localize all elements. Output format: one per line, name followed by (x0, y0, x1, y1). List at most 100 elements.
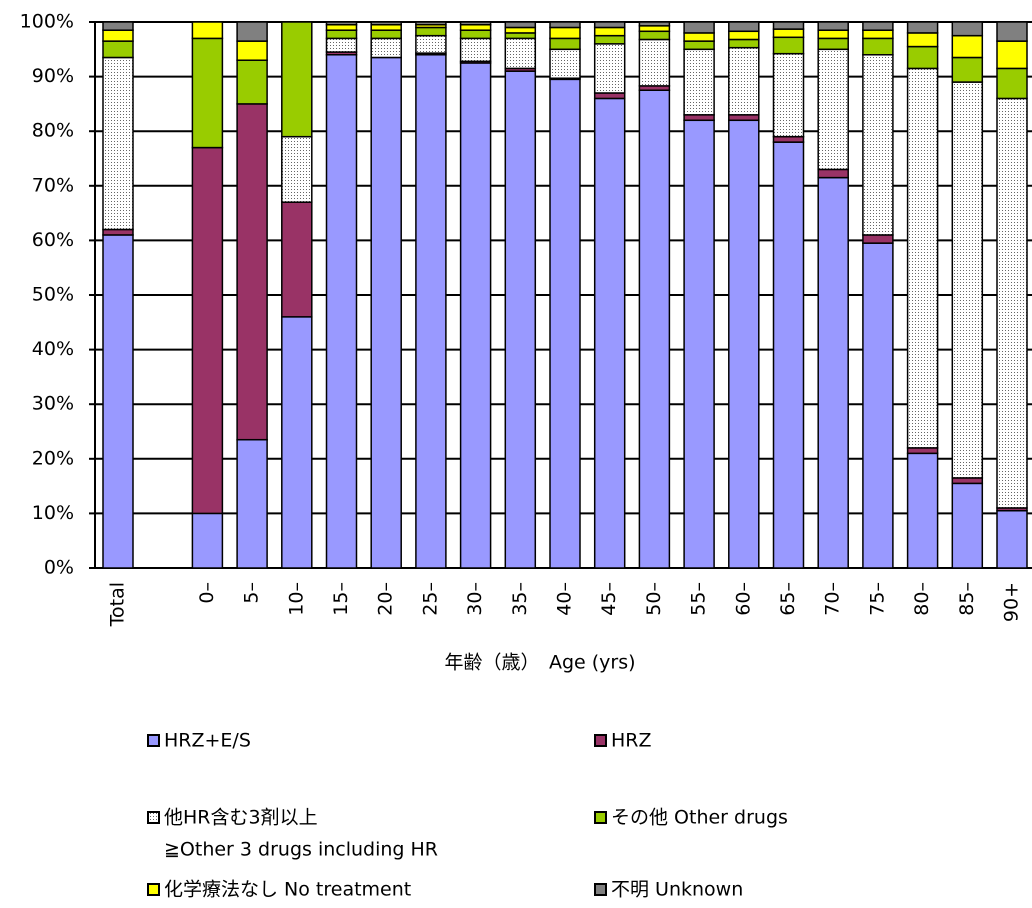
bar-segment (593, 92, 626, 100)
legend-marker (147, 734, 160, 747)
bar-segment (370, 23, 402, 31)
bar-segment (236, 40, 268, 61)
bar-segment (772, 52, 805, 138)
bar-segment (415, 21, 447, 26)
y-tick-label: 0% (44, 557, 74, 579)
bar-segment (862, 54, 894, 236)
bar-segment (683, 114, 715, 122)
y-tick-label: 70% (32, 174, 74, 196)
bar-segment (996, 21, 1028, 42)
legend-label: HRZ+E/S (164, 730, 251, 752)
bar-segment (504, 21, 537, 29)
bar-segment (370, 37, 402, 59)
bar-segment (996, 67, 1028, 100)
bar-segment (504, 32, 537, 40)
bar-segment (325, 29, 358, 40)
bar-segment (862, 37, 894, 56)
bar-segment (683, 32, 715, 42)
y-tick-label: 50% (32, 284, 74, 306)
x-tick-label: 5– (241, 582, 263, 604)
bar-segment (862, 234, 894, 244)
y-tick-label: 40% (32, 338, 74, 360)
bar-segment (325, 21, 358, 26)
x-tick-label: 75– (866, 582, 888, 616)
bar-segment (549, 26, 581, 40)
x-tick-label: 20– (375, 582, 397, 616)
bar-segment (772, 21, 805, 30)
bar-segment (906, 452, 939, 569)
bar-segment (593, 97, 626, 569)
bar-segment (593, 21, 626, 29)
legend-marker (147, 883, 160, 896)
bar-segment (459, 29, 492, 40)
bar-segment (281, 201, 313, 318)
bar-segment (281, 21, 313, 138)
legend-label: 化学療法なし No treatment (164, 879, 411, 901)
bar-segment (102, 21, 134, 31)
bar-segment (593, 26, 626, 37)
bar-segment (728, 30, 760, 41)
bar-segment (817, 168, 849, 179)
bar-segment (862, 21, 894, 31)
bar-segment (996, 40, 1028, 70)
x-tick-label: 0– (196, 582, 218, 604)
legend-label: HRZ (611, 730, 652, 752)
bar-segment (549, 21, 581, 29)
y-tick-label: 60% (32, 229, 74, 251)
bar-segment (683, 48, 715, 116)
bar-segment (549, 48, 581, 79)
bar-segment (951, 21, 984, 37)
bar-segment (862, 29, 894, 40)
bar-segment (638, 25, 671, 33)
x-tick-label: 35– (509, 582, 531, 616)
bar-segment (370, 29, 402, 40)
bar-segment (817, 37, 849, 51)
bar-segment (459, 37, 492, 63)
legend-label: 不明 Unknown (611, 879, 743, 901)
bar-segment (951, 482, 984, 569)
x-tick-label: 90+ (1001, 582, 1023, 622)
bar-segment (951, 34, 984, 59)
x-tick-label: 55– (688, 582, 710, 616)
bar-segment (191, 146, 224, 515)
bar-segment (638, 30, 671, 41)
bar-segment (772, 28, 805, 39)
legend-label: その他 Other drugs (611, 807, 788, 829)
x-tick-label: 85– (956, 582, 978, 616)
bar-segment (906, 447, 939, 455)
x-tick-label: 80– (911, 582, 933, 616)
x-tick-label: 70– (822, 582, 844, 616)
x-tick-label: 40– (554, 582, 576, 616)
bar-segment (772, 36, 805, 55)
bar-segment (906, 45, 939, 70)
bar-segment (236, 103, 268, 441)
x-tick-label: 10– (285, 582, 307, 616)
bar-segment (817, 176, 849, 569)
bar-segment (281, 135, 313, 203)
bar-segment (862, 242, 894, 569)
bar-segment (549, 37, 581, 51)
bar-segment (281, 316, 313, 569)
bar-segment (415, 54, 447, 569)
y-tick-label: 20% (32, 447, 74, 469)
bar-segment (683, 119, 715, 569)
bar-segment (906, 21, 939, 34)
x-tick-label: 45– (598, 582, 620, 616)
x-tick-label: 15– (330, 582, 352, 616)
bar-segment (325, 37, 358, 53)
bar-segment (951, 477, 984, 485)
bar-segment (683, 40, 715, 51)
bar-segment (102, 56, 134, 231)
bar-segment (236, 438, 268, 569)
bar-segment (728, 46, 760, 116)
bar-segment (951, 81, 984, 479)
bar-segment (370, 21, 402, 26)
legend-marker (594, 734, 607, 747)
bar-segment (593, 34, 626, 45)
bar-segment (996, 509, 1028, 569)
bar-segment (772, 135, 805, 143)
bar-segment (817, 21, 849, 31)
bar-segment (683, 21, 715, 34)
bar-segment (102, 40, 134, 59)
